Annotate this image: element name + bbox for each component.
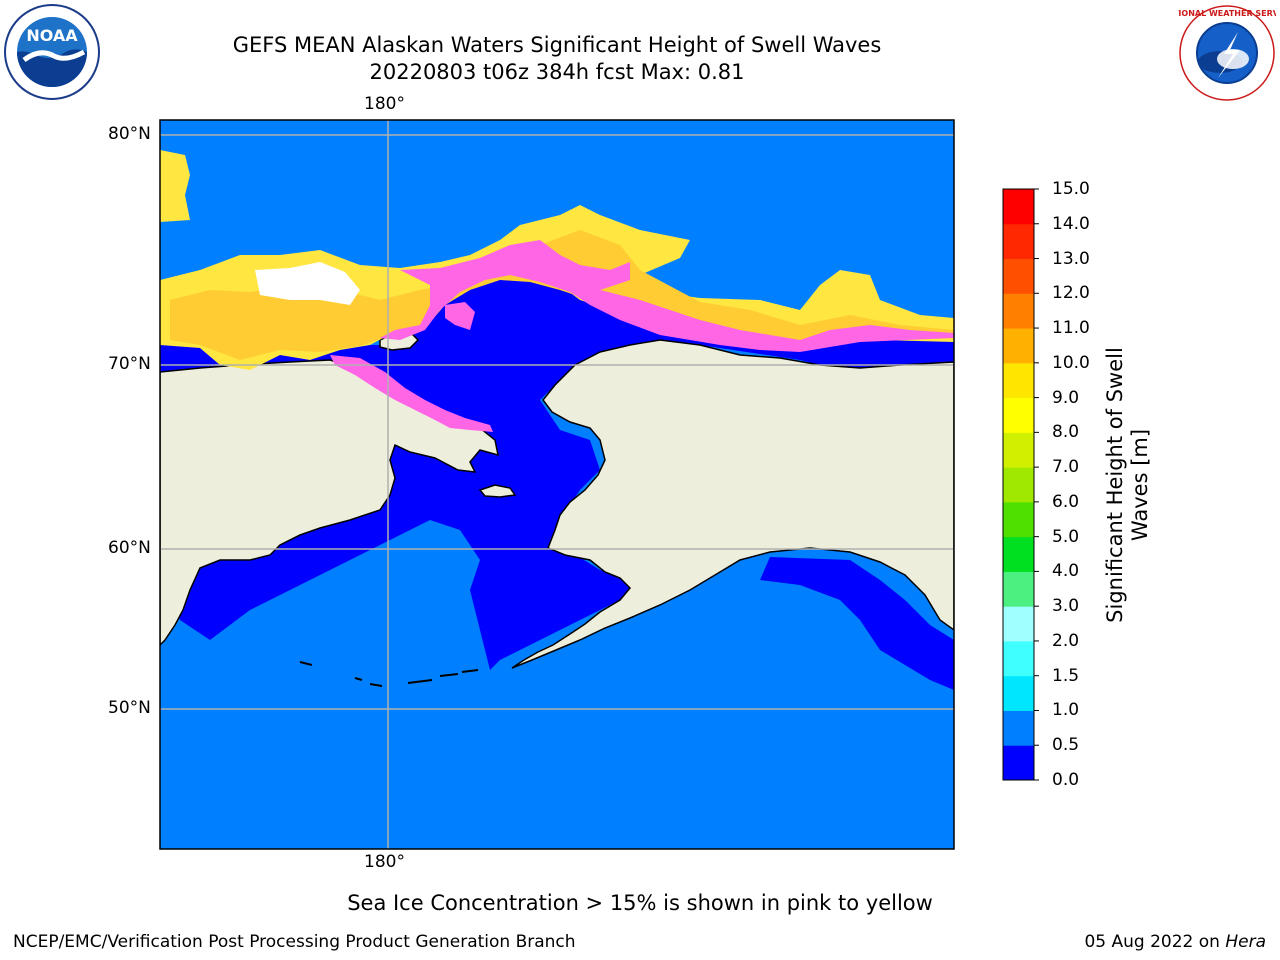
lat-label-50: 50°N [108,698,151,718]
colorbar-segment [1003,675,1034,711]
colorbar-tick-label: 5.0 [1052,526,1080,547]
credit-text: NCEP/EMC/Verification Post Processing Pr… [13,932,576,952]
chart-title: GEFS MEAN Alaskan Waters Significant Hei… [232,33,882,57]
ocean-swell-0.0-0.5-gulf [760,557,954,690]
date-text: 05 Aug 2022 on Hera [1084,932,1266,952]
sea-ice [160,150,954,432]
sea-ice-pink-chukchi [445,302,475,330]
colorbar-segment [1003,710,1034,746]
colorbar-segment [1003,745,1034,781]
lat-label-60: 60°N [108,538,151,558]
colorbar-tick-label: 15.0 [1052,179,1090,199]
colorbar [1003,189,1034,781]
map-frame [159,119,955,850]
colorbar-tick-label: 14.0 [1052,213,1090,234]
sea-ice-pink [380,240,954,352]
noaa-logo: NOAA [4,4,100,100]
colorbar-segment [1003,293,1034,329]
colorbar-segment [1003,432,1034,468]
land-alaska [511,339,954,669]
sea-ice-yellow-north [160,150,190,222]
lat-label-80: 80°N [108,124,151,144]
colorbar-segment [1003,640,1034,677]
nws-logo: NATIONAL WEATHER SERVICE [1161,4,1280,102]
colorbar-tick-label: 1.0 [1052,700,1080,721]
sea-ice-pink-coast [330,355,493,432]
colorbar-segment [1003,467,1034,503]
aleutian-islands [299,661,479,687]
colorbar-segment [1003,258,1034,294]
colorbar-tick-label: 3.0 [1052,596,1080,617]
colorbar-tick-label: 7.0 [1052,457,1080,478]
colorbar-tick-label: 11.0 [1052,318,1090,339]
sea-ice-note: Sea Ice Concentration > 15% is shown in … [347,891,933,915]
colorbar-tick-label: 12.0 [1052,283,1090,304]
colorbar-tick-label: 6.0 [1052,491,1080,512]
colorbar-tick-label: 13.0 [1052,248,1090,269]
colorbar-segment [1003,223,1034,260]
machine-name: Hera [1225,932,1266,952]
sea-ice-orange [170,230,954,360]
colorbar-segment [1003,189,1034,225]
map-area [160,120,954,849]
colorbar-tick-label: 0.0 [1052,770,1080,790]
colorbar-tick-label: 0.5 [1052,735,1080,756]
colorbar-segment [1003,501,1034,538]
colorbar-frame [1002,188,1035,781]
colorbar-tick-label: 2.0 [1052,630,1080,651]
island-st-lawrence [478,484,517,498]
colorbar-tick-label: 4.0 [1052,561,1080,582]
lon-label-top: 180° [364,94,405,114]
colorbar-segment [1003,362,1034,399]
lat-label-70: 70°N [108,354,151,374]
sea-ice-white-gap [255,262,360,305]
graticule [160,120,954,849]
colorbar-segment [1003,606,1034,642]
colorbar-tick-label: 10.0 [1052,352,1090,373]
svg-text:NATIONAL WEATHER SERVICE: NATIONAL WEATHER SERVICE [1178,9,1276,18]
colorbar-segment [1003,397,1034,433]
colorbar-segment [1003,571,1034,607]
chart-subtitle: 20220803 t06z 384h fcst Max: 0.81 [369,60,745,84]
colorbar-tick-label: 8.0 [1052,422,1080,443]
colorbar-tick-label: 9.0 [1052,387,1080,408]
colorbar-segment [1003,328,1034,364]
colorbar-tick-label: 1.5 [1052,665,1080,686]
colorbar-segment [1003,536,1034,572]
svg-text:NOAA: NOAA [26,26,78,45]
lon-label-bottom: 180° [364,852,405,872]
